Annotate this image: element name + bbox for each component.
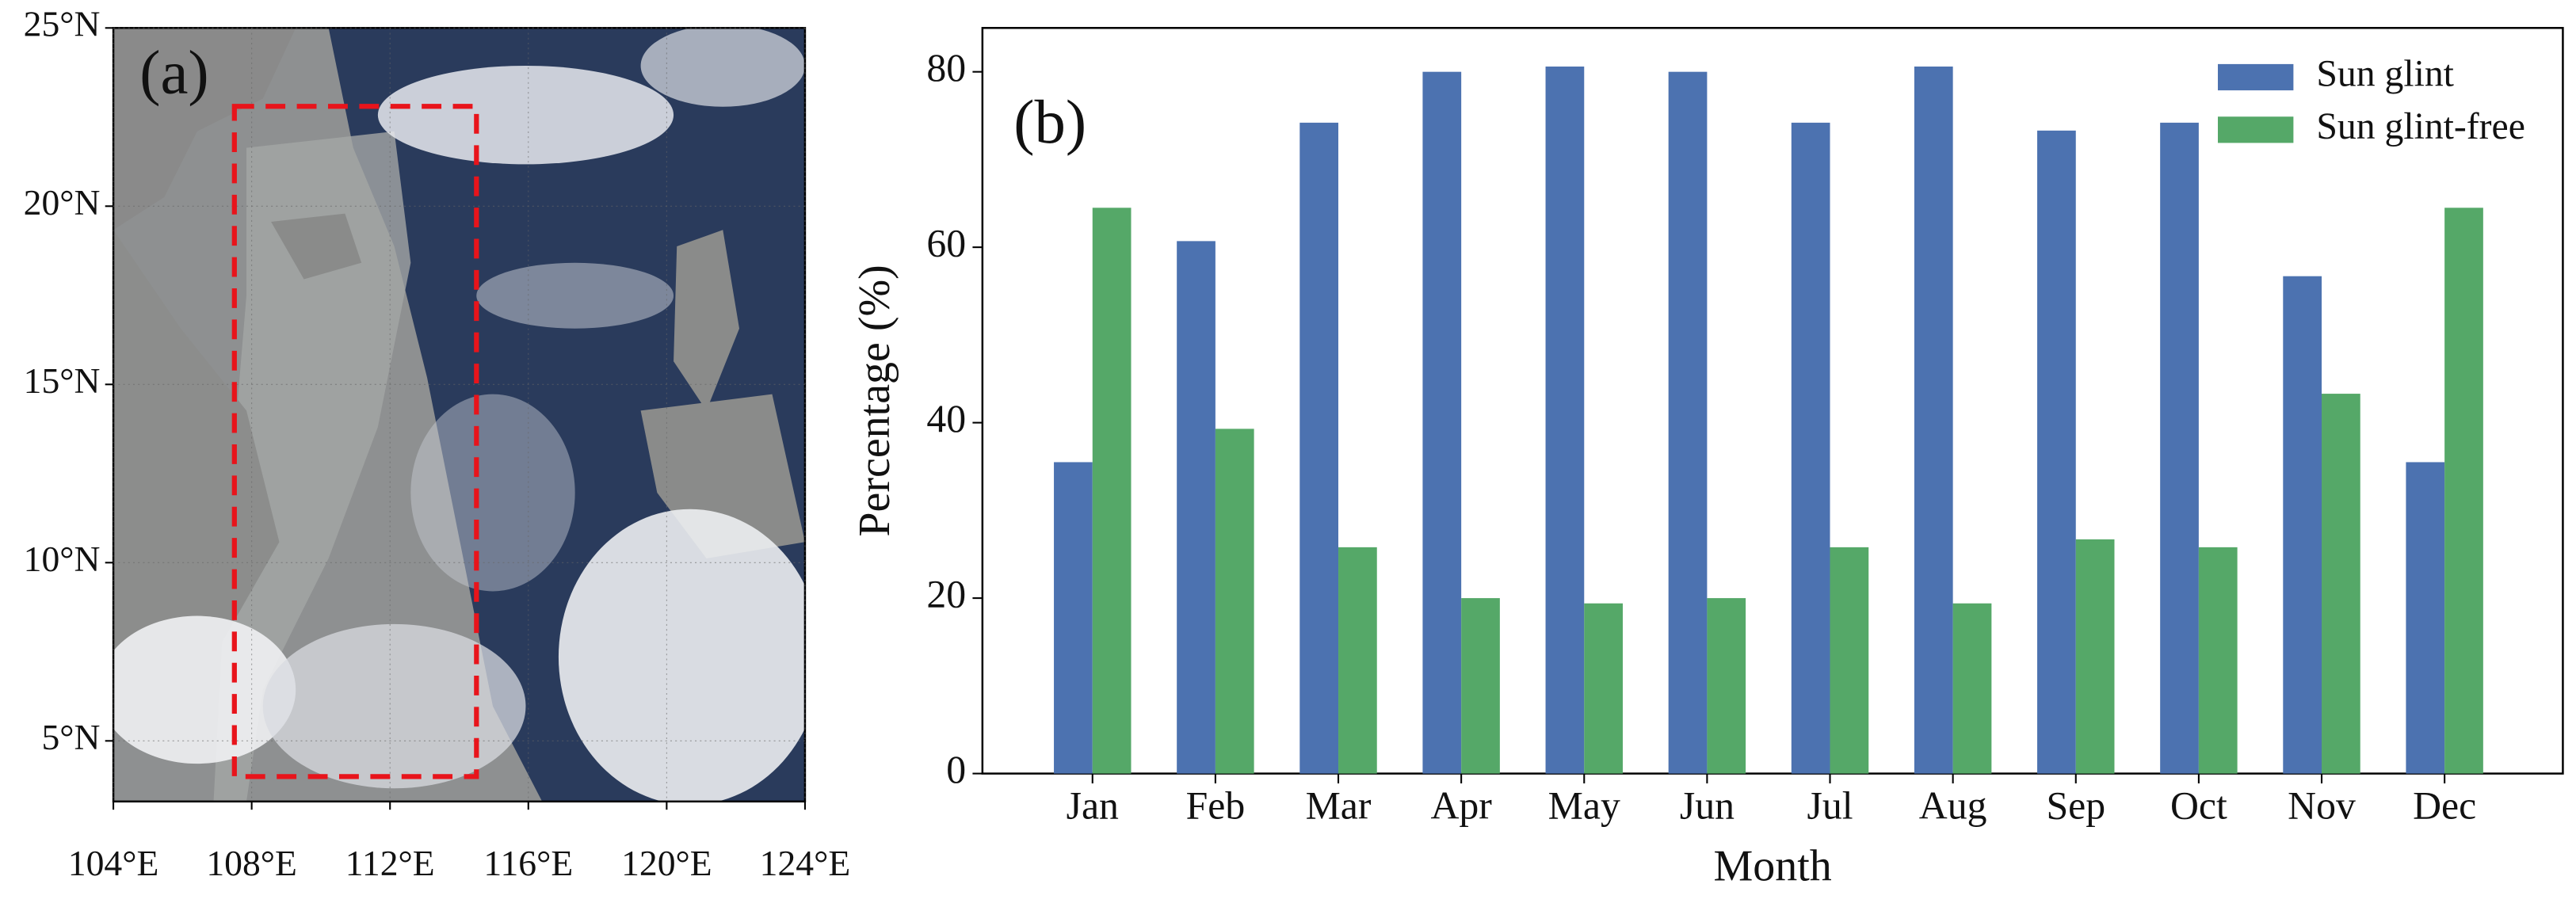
panel-label: (b)	[1013, 88, 1086, 157]
bar	[1707, 598, 1746, 774]
study-region	[231, 104, 479, 779]
x-axis-label: Month	[1713, 842, 1831, 891]
bar	[2406, 462, 2445, 774]
plot-frame	[981, 27, 2564, 775]
x-tick-label: Dec	[2413, 784, 2476, 828]
x-tick-label: Jun	[1680, 784, 1735, 828]
x-tick-label: Aug	[1919, 784, 1987, 828]
x-tick-label: 120°E	[621, 843, 712, 883]
x-tick-label: 112°E	[345, 843, 435, 883]
satellite-image	[113, 28, 805, 802]
y-tick-label: 60	[926, 222, 966, 265]
bar	[1952, 603, 1992, 774]
x-tick-label: 124°E	[760, 843, 851, 883]
x-tick-label: 108°E	[206, 843, 297, 883]
legend-swatch	[2218, 63, 2294, 91]
legend-label: Sun glint	[2316, 53, 2454, 94]
bar	[2283, 276, 2322, 774]
x-tick-label: Feb	[1186, 784, 1246, 828]
bar	[1830, 547, 1869, 774]
x-tick-label: May	[1548, 784, 1620, 828]
x-tick-label: Jan	[1067, 784, 1119, 828]
bar	[2198, 547, 2238, 774]
bar	[1338, 547, 1377, 774]
x-tick-label: Nov	[2288, 784, 2356, 828]
bar	[1668, 71, 1708, 774]
bar	[1914, 67, 1953, 774]
y-tick-label: 20°N	[24, 182, 101, 223]
legend-swatch	[2218, 116, 2294, 143]
bar	[1545, 67, 1585, 774]
bar	[2160, 122, 2199, 774]
bar	[2444, 208, 2483, 774]
bar	[1461, 598, 1500, 774]
y-tick-label: 10°N	[24, 539, 101, 579]
bar	[1092, 208, 1132, 774]
y-tick-label: 0	[946, 748, 966, 791]
y-tick-label: 25°N	[24, 4, 101, 44]
y-tick-label: 15°N	[24, 360, 101, 401]
y-axis-label: Percentage (%)	[850, 265, 899, 536]
x-tick-label: 104°E	[68, 843, 159, 883]
bar	[1791, 122, 1830, 774]
x-tick-label: Jul	[1807, 784, 1853, 828]
x-tick-label: Oct	[2170, 784, 2227, 828]
y-tick-label: 5°N	[41, 717, 100, 757]
y-tick-label: 40	[926, 397, 966, 440]
y-tick-label: 80	[926, 46, 966, 90]
bar	[2037, 130, 2076, 774]
bar	[1215, 429, 1254, 774]
bar	[2075, 539, 2115, 774]
x-tick-label: Apr	[1430, 784, 1492, 828]
bar	[1054, 462, 1093, 774]
bar	[1299, 122, 1339, 774]
legend-label: Sun glint-free	[2316, 106, 2524, 147]
x-tick-label: 116°E	[483, 843, 573, 883]
bar	[2322, 394, 2360, 774]
bar	[1584, 603, 1623, 774]
x-tick-label: Mar	[1306, 784, 1372, 828]
x-tick-label: Sep	[2046, 784, 2105, 828]
panel-label: (a)	[139, 39, 208, 108]
bar	[1422, 71, 1462, 774]
y-tick-label: 20	[926, 573, 966, 616]
bar	[1177, 241, 1215, 774]
